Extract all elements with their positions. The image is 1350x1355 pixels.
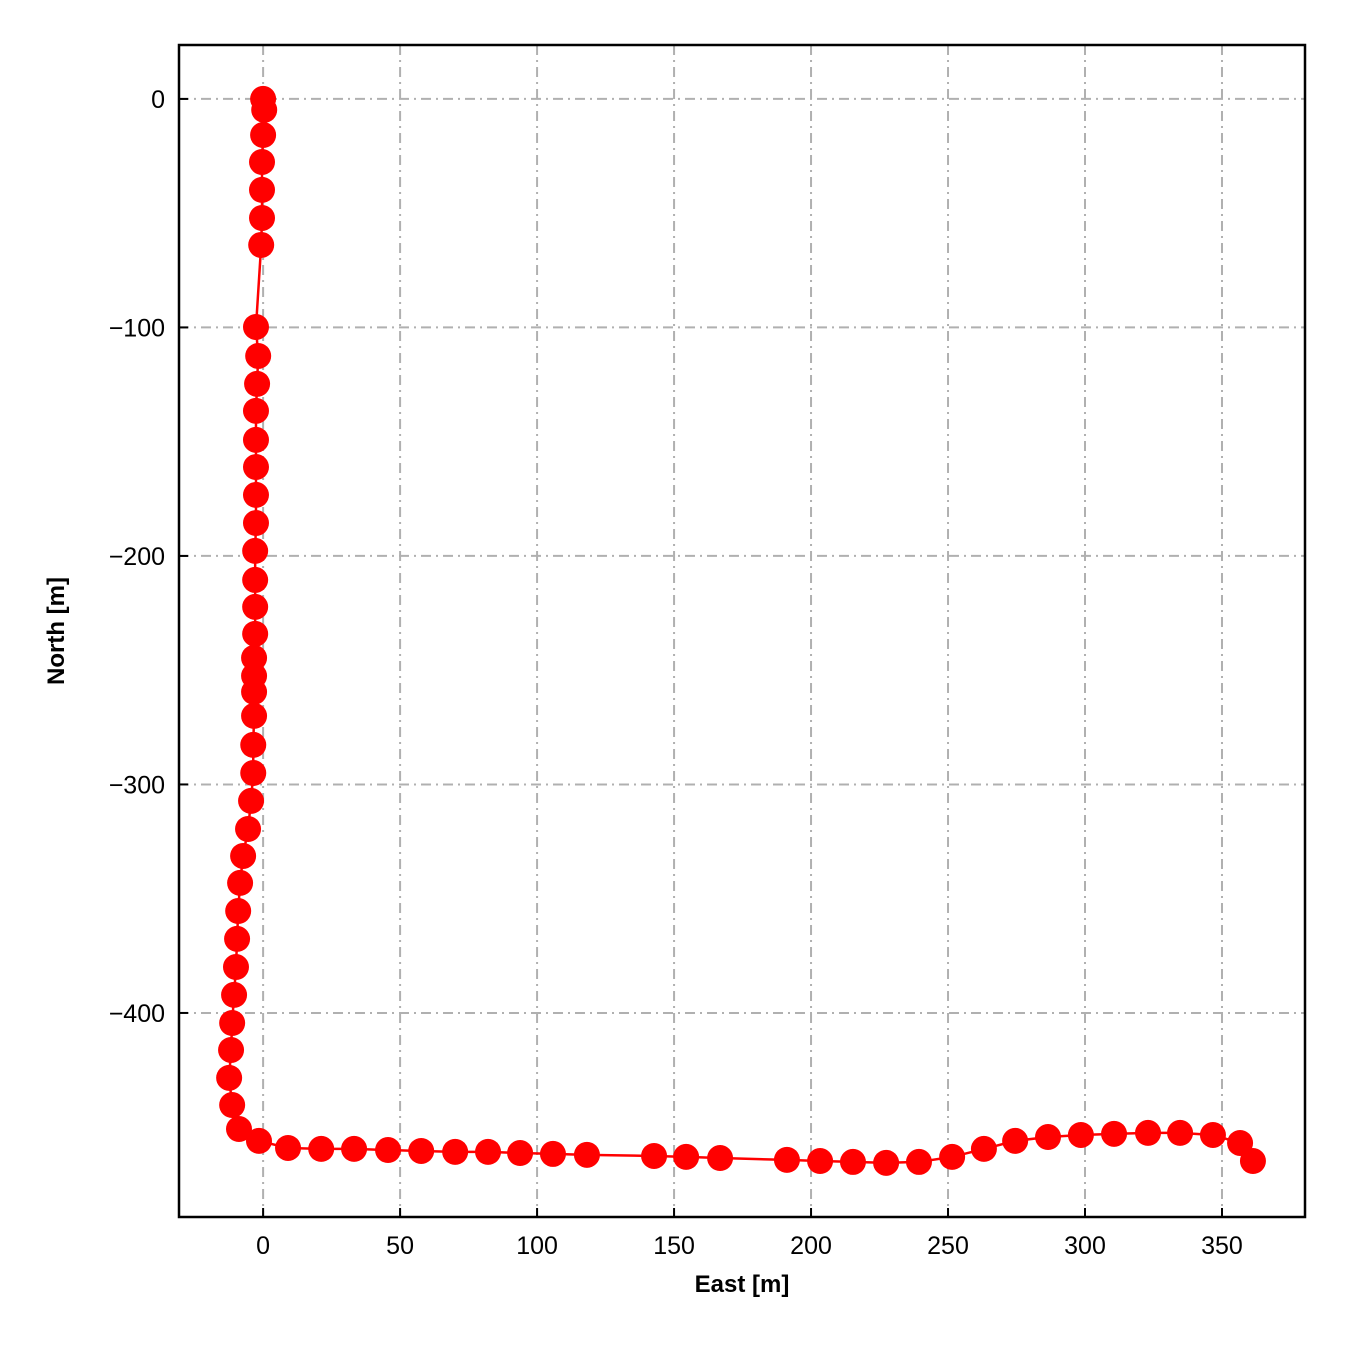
data-point <box>219 1092 246 1119</box>
data-point <box>1199 1121 1226 1148</box>
data-point <box>939 1143 966 1170</box>
data-point <box>1239 1148 1266 1175</box>
data-point <box>249 176 276 203</box>
data-point <box>807 1148 834 1175</box>
data-point <box>242 537 269 564</box>
data-point <box>308 1135 335 1162</box>
x-tick-label: 150 <box>653 1232 695 1260</box>
x-tick-label: 300 <box>1064 1232 1106 1260</box>
data-point <box>221 981 248 1008</box>
x-tick-label: 100 <box>516 1232 558 1260</box>
data-point <box>442 1138 469 1165</box>
data-point <box>248 231 275 258</box>
data-point <box>408 1137 435 1164</box>
data-point <box>375 1137 402 1164</box>
data-point <box>641 1142 668 1169</box>
data-point <box>1035 1124 1062 1151</box>
data-point <box>245 342 272 369</box>
data-point <box>707 1145 734 1172</box>
data-point <box>238 787 265 814</box>
data-point <box>249 204 276 231</box>
data-point <box>216 1064 243 1091</box>
data-point <box>1135 1119 1162 1146</box>
data-point <box>250 122 277 149</box>
x-tick-label: 350 <box>1201 1232 1243 1260</box>
data-point <box>242 481 269 508</box>
data-point <box>242 426 269 453</box>
data-point <box>970 1135 997 1162</box>
data-point <box>773 1146 800 1173</box>
y-tick-label: 0 <box>151 86 165 114</box>
data-point <box>225 1116 252 1143</box>
data-point <box>230 842 257 869</box>
data-point <box>1227 1129 1254 1156</box>
data-point <box>218 1036 245 1063</box>
data-point <box>673 1143 700 1170</box>
data-point <box>242 313 269 340</box>
data-point <box>839 1148 866 1175</box>
data-point <box>507 1140 534 1167</box>
data-point <box>242 593 269 620</box>
y-tick-label: −200 <box>109 543 165 571</box>
data-point <box>1101 1120 1128 1147</box>
x-tick-label: 250 <box>927 1232 969 1260</box>
data-point <box>475 1138 502 1165</box>
data-point <box>241 702 268 729</box>
plot-frame <box>177 43 1307 1219</box>
data-line <box>227 98 1254 1165</box>
data-point <box>1067 1121 1094 1148</box>
data-point <box>224 925 251 952</box>
x-tick-label: 0 <box>256 1232 270 1260</box>
data-point <box>573 1141 600 1168</box>
data-point <box>219 1009 246 1036</box>
data-point <box>249 148 276 175</box>
data-point <box>241 678 268 705</box>
data-point <box>244 370 271 397</box>
data-point <box>539 1140 566 1167</box>
data-point <box>242 566 269 593</box>
data-point <box>873 1149 900 1176</box>
data-point <box>1002 1127 1029 1154</box>
data-point <box>905 1148 932 1175</box>
x-tick-label: 200 <box>790 1232 832 1260</box>
data-point <box>242 620 269 647</box>
data-point <box>242 397 269 424</box>
data-point <box>225 898 252 925</box>
data-point <box>240 760 267 787</box>
data-point <box>240 731 267 758</box>
data-point <box>235 815 262 842</box>
data-point <box>341 1135 368 1162</box>
x-tick-label: 50 <box>386 1232 414 1260</box>
data-point <box>275 1134 302 1161</box>
y-tick-label: −400 <box>109 1000 165 1028</box>
data-point <box>242 454 269 481</box>
data-point <box>245 1127 272 1154</box>
data-point <box>1167 1119 1194 1146</box>
y-axis-label: North [m] <box>43 577 70 685</box>
data-point <box>227 869 254 896</box>
data-point <box>242 510 269 537</box>
x-axis-label: East [m] <box>695 1271 790 1298</box>
data-point <box>241 644 268 671</box>
data-point <box>251 96 278 123</box>
data-point <box>222 954 249 981</box>
y-tick-label: −100 <box>109 314 165 342</box>
y-tick-label: −300 <box>109 771 165 799</box>
